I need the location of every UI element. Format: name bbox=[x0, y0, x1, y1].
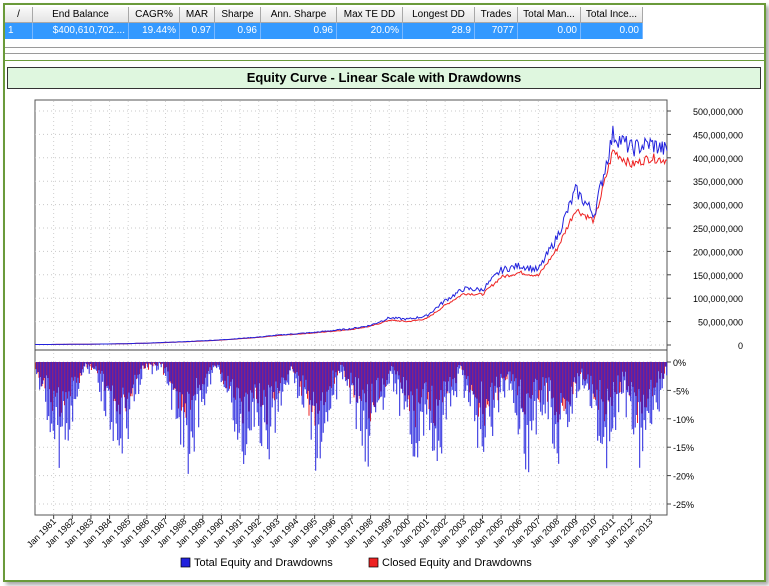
equity-y-tick-label: 450,000,000 bbox=[693, 130, 743, 140]
table-header-row: / End Balance CAGR% MAR Sharpe Ann. Shar… bbox=[5, 7, 673, 23]
equity-y-tick-label: 200,000,000 bbox=[693, 247, 743, 257]
equity-y-tick-label: 0 bbox=[738, 341, 743, 351]
column-header[interactable]: Total Man... bbox=[518, 7, 581, 23]
drawdown-y-tick-label: 0% bbox=[673, 358, 686, 368]
equity-y-tick-label: 250,000,000 bbox=[693, 224, 743, 234]
equity-y-tick-label: 350,000,000 bbox=[693, 177, 743, 187]
equity-y-axis: 500,000,000 450,000,000 400,000,000 350,000… bbox=[667, 107, 743, 351]
table-cell: 20.0% bbox=[337, 23, 403, 39]
equity-y-tick-label: 100,000,000 bbox=[693, 294, 743, 304]
column-header[interactable]: Sharpe bbox=[215, 7, 261, 23]
legend-swatch-total bbox=[180, 557, 191, 568]
table-cell: 7077 bbox=[475, 23, 518, 39]
total-equity-line bbox=[34, 125, 668, 346]
table-cell: 0.96 bbox=[261, 23, 337, 39]
total-drawdown-series bbox=[36, 362, 668, 474]
table-cell: 1 bbox=[5, 23, 33, 39]
divider bbox=[5, 53, 764, 54]
legend-label-total: Total Equity and Drawdowns bbox=[194, 557, 333, 569]
table-row[interactable]: 1 $400,610,702.... 19.44% 0.97 0.96 0.96… bbox=[5, 23, 673, 39]
drawdown-y-axis: 0% -5% -10% -15% -20% -25% bbox=[667, 358, 694, 510]
plot-frame bbox=[34, 99, 668, 516]
column-header[interactable]: MAR bbox=[180, 7, 215, 23]
equity-y-tick-label: 50,000,000 bbox=[698, 318, 743, 328]
table-cell: 0.97 bbox=[180, 23, 215, 39]
chart-title: Equity Curve - Linear Scale with Drawdow… bbox=[7, 67, 761, 89]
column-header[interactable]: / bbox=[5, 7, 33, 23]
equity-y-tick-label: 150,000,000 bbox=[693, 271, 743, 281]
equity-y-tick-label: 500,000,000 bbox=[693, 107, 743, 117]
column-header[interactable]: Total Ince... bbox=[581, 7, 643, 23]
equity-y-tick-label: 300,000,000 bbox=[693, 201, 743, 211]
column-header[interactable]: CAGR% bbox=[129, 7, 180, 23]
divider bbox=[5, 60, 764, 61]
drawdown-y-tick-label: -25% bbox=[673, 500, 694, 510]
drawdown-y-tick-label: -15% bbox=[673, 443, 694, 453]
table-cell: 0.96 bbox=[215, 23, 261, 39]
legend: Total Equity and Drawdowns Closed Equity… bbox=[180, 557, 532, 569]
table-cell: 28.9 bbox=[403, 23, 475, 39]
divider bbox=[5, 47, 764, 48]
table-cell: 0.00 bbox=[518, 23, 581, 39]
results-table[interactable]: / End Balance CAGR% MAR Sharpe Ann. Shar… bbox=[5, 7, 673, 45]
table-cell: $400,610,702.... bbox=[33, 23, 129, 39]
drawdown-y-tick-label: -10% bbox=[673, 415, 694, 425]
column-header[interactable]: Max TE DD bbox=[337, 7, 403, 23]
drawdown-y-tick-label: -20% bbox=[673, 472, 694, 482]
table-cell: 0.00 bbox=[581, 23, 643, 39]
closed-drawdown-series bbox=[35, 362, 667, 428]
equity-chart: 500,000,000 450,000,000 400,000,000 350,000… bbox=[25, 99, 743, 569]
column-header[interactable]: Ann. Sharpe bbox=[261, 7, 337, 23]
legend-label-closed: Closed Equity and Drawdowns bbox=[382, 557, 532, 569]
column-header[interactable]: End Balance bbox=[33, 7, 129, 23]
chart-window: / End Balance CAGR% MAR Sharpe Ann. Shar… bbox=[3, 3, 766, 582]
equity-grid bbox=[35, 101, 667, 514]
equity-y-tick-label: 400,000,000 bbox=[693, 154, 743, 164]
column-header[interactable]: Longest DD bbox=[403, 7, 475, 23]
table-cell: 19.44% bbox=[129, 23, 180, 39]
column-header[interactable]: Trades bbox=[475, 7, 518, 23]
legend-swatch-closed bbox=[368, 557, 379, 568]
drawdown-y-tick-label: -5% bbox=[673, 386, 689, 396]
